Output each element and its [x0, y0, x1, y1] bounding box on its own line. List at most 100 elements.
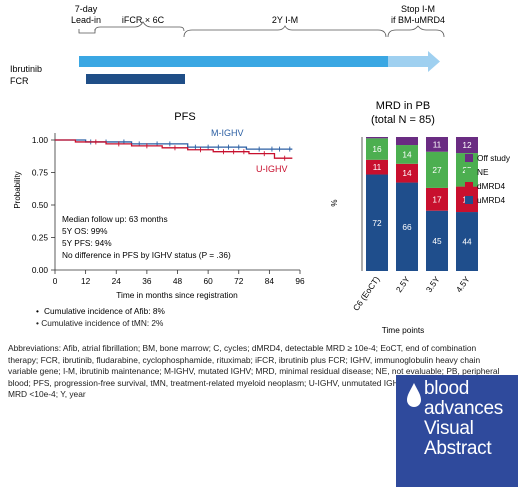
lead-in-label-2: Lead-in	[71, 15, 101, 25]
legend-label: NE	[477, 167, 489, 177]
mrd-bar-value-label: 66	[402, 222, 412, 232]
pfs-y-label: Probability	[13, 171, 22, 208]
annotation-follow-up: Median follow up: 63 months	[62, 214, 168, 224]
pfs-y-tick-label: 0.75	[32, 168, 49, 178]
pfs-x-tick-label: 84	[265, 276, 275, 286]
ifcr-brace	[94, 21, 185, 32]
mrd-bar-value-label: 72	[372, 218, 382, 228]
mrd-bar-segment	[396, 163, 418, 183]
mrd-category-label: C6 (EoCT)	[351, 274, 382, 312]
lead-in-label-1: 7-day	[75, 4, 98, 14]
fcr-bar	[86, 74, 185, 84]
mrd-bar-segment	[426, 210, 448, 271]
legend-label: uMRD4	[477, 195, 506, 205]
pfs-y-tick-label: 0.25	[32, 233, 49, 243]
mrd-category-label: 3.5Y	[424, 274, 442, 294]
mrd-title-2: (total N = 85)	[371, 114, 435, 126]
two-year-label: 2Y I-M	[272, 15, 298, 25]
mrd-bar-value-label: 12	[462, 140, 472, 150]
ibrutinib-bar	[79, 56, 388, 67]
mrd-bar-segment	[396, 137, 418, 146]
blood-drop-icon	[407, 383, 421, 407]
lead-in-bracket	[78, 29, 96, 34]
pfs-chart: PFS Probability 0.00 0.25 0.50 0.75 1.00 0 12…	[13, 111, 305, 315]
pfs-x-tick-label: 60	[204, 276, 214, 286]
mrd-y-label: %	[330, 199, 339, 206]
logo-word-1: blood	[424, 378, 469, 399]
legend-u-ighv: U-IGHV	[256, 164, 288, 174]
treatment-timeline: 7-day Lead-in iFCR × 6C 2Y I-M Stop I-M …	[10, 4, 445, 86]
pfs-x-label: Time in months since registration	[116, 290, 238, 300]
mrd-bar-segment	[426, 137, 448, 152]
stop-label-1: Stop I-M	[401, 4, 435, 14]
ifcr-label: iFCR × 6C	[122, 15, 165, 25]
mrd-bar-value-label: 17	[432, 194, 442, 204]
note-tmn-row: • Cumulative incidence of tMN: 2%	[36, 318, 163, 328]
pfs-y-ticks: 0.00 0.25 0.50 0.75 1.00	[32, 135, 55, 275]
mrd-title-1: MRD in PB	[376, 100, 430, 112]
mrd-chart: MRD in PB (total N = 85) % 72 11 16 C6 (EoC…	[330, 100, 511, 335]
legend-m-ighv: M-IGHV	[211, 128, 244, 138]
pfs-x-tick-label: 36	[142, 276, 152, 286]
mrd-bar-value-label: 16	[372, 144, 382, 154]
pfs-y-tick-label: 1.00	[32, 135, 49, 145]
pfs-x-ticks: 0 12 24 36 48 60 72 84 96	[53, 270, 305, 286]
mrd-bar-value-label: 44	[462, 237, 472, 247]
legend-swatch	[465, 196, 473, 204]
mrd-x-label: Time points	[382, 325, 425, 335]
mrd-bar-segment	[426, 151, 448, 188]
mrd-category-label: 4.5Y	[454, 274, 472, 294]
pfs-y-tick-label: 0.50	[32, 200, 49, 210]
stop-brace	[387, 25, 445, 38]
pfs-curves	[55, 139, 293, 161]
mrd-bar-value-label: 11	[433, 139, 442, 149]
mrd-bar-segment	[366, 137, 388, 139]
row-label-fcr: FCR	[10, 76, 29, 86]
mrd-bar-segment	[396, 182, 418, 271]
mrd-bar-segment	[366, 138, 388, 160]
note-afib: Cumulative incidence of Afib: 8%	[44, 306, 165, 315]
mrd-bar-segment	[366, 159, 388, 175]
logo-word-3: Visual	[424, 418, 474, 439]
abbreviations-text: Abbreviations: Afib, atrial fibrillation…	[8, 343, 500, 400]
mrd-bar-segment	[366, 174, 388, 271]
annotation-5y-os: 5Y OS: 99%	[62, 226, 108, 236]
bullet-afib: •	[36, 306, 39, 315]
blood-advances-logo: blood advances Visual Abstract	[396, 375, 518, 487]
bullet-tmn: •	[36, 318, 42, 328]
mrd-bar-segment	[456, 212, 478, 271]
pfs-x-tick-label: 48	[173, 276, 183, 286]
mrd-category-label: 2.5Y	[394, 274, 412, 294]
mrd-legend: Off study NE dMRD4 uMRD4	[465, 153, 511, 205]
pfs-x-tick-label: 12	[81, 276, 91, 286]
mrd-bar-value-label: 14	[402, 149, 412, 159]
legend-swatch	[465, 182, 473, 190]
pfs-title: PFS	[174, 111, 195, 123]
legend-label: dMRD4	[477, 181, 506, 191]
ibrutinib-optional-arrow	[388, 51, 440, 72]
two-year-brace	[183, 25, 387, 38]
mrd-bar-value-label: 14	[402, 168, 412, 178]
legend-label: Off study	[477, 153, 511, 163]
pfs-x-tick-label: 72	[234, 276, 244, 286]
annotation-5y-pfs: 5Y PFS: 94%	[62, 238, 112, 248]
note-tmn: Cumulative incidence of tMN: 2%	[41, 318, 164, 328]
logo-word-2: advances	[424, 398, 503, 419]
pfs-y-tick-label: 0.00	[32, 265, 49, 275]
legend-swatch	[465, 168, 473, 176]
logo-word-4: Abstract	[424, 438, 492, 459]
pfs-x-tick-label: 0	[53, 276, 58, 286]
annotation-ighv-difference: No difference in PFS by IGHV status (P =…	[62, 250, 231, 260]
stop-label-2: if BM-uMRD4	[391, 15, 445, 25]
row-label-ibrutinib: Ibrutinib	[10, 64, 42, 74]
pfs-x-tick-label: 24	[112, 276, 122, 286]
mrd-bar-segment	[456, 137, 478, 154]
pfs-x-tick-label: 96	[295, 276, 305, 286]
mrd-bar-segment	[426, 187, 448, 211]
legend-swatch	[465, 154, 473, 162]
pfs-curve-m-ighv	[55, 139, 293, 150]
mrd-bar-value-label: 45	[432, 236, 442, 246]
mrd-bar-value-label: 11	[373, 162, 382, 172]
mrd-bar-segment	[396, 145, 418, 164]
mrd-bars: 72 11 16 C6 (EoCT) 66 14 14 2.5Y 45 17 27 11 3.5Y 44 1…	[351, 137, 478, 313]
